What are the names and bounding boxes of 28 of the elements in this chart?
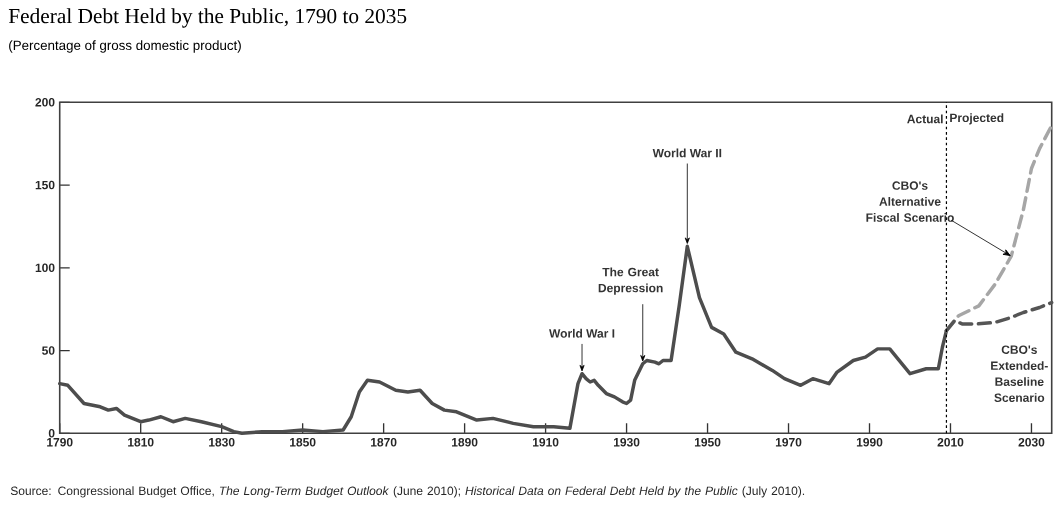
x-tick-label: 1810 [128,438,154,447]
x-tick-label: 1870 [371,438,397,447]
annotation: World War I [549,328,615,338]
y-tick-label: 100 [35,263,55,273]
annotation: World War II [652,148,722,158]
x-tick-label: 2010 [937,438,964,447]
chart-title: Federal Debt Held by the Public, 1790 to 2035 [8,8,407,28]
x-tick-label: 1970 [775,438,802,447]
annotation: The Great Depression [598,267,663,295]
annotation: CBO's Alternative Fiscal Scenario [866,181,954,222]
x-tick-label: 1890 [452,438,478,447]
y-tick-label: 150 [35,180,55,190]
annotation: Projected [950,113,1004,125]
x-tick-label: 2030 [1018,438,1045,447]
chart-subtitle: (Percentage of gross domestic product) [9,40,241,53]
x-tick-label: 1930 [613,438,640,447]
annotation: Actual [907,114,943,124]
x-tick-label: 1950 [694,438,721,447]
x-tick-label: 1830 [209,438,235,447]
y-tick-label: 200 [35,98,55,107]
source-note: Source: Congressional Budget Office, The Long-Term Budget Outlook (June 2010); Historical Data on Federal Debt Held by the Public (July 2010). [10,486,805,498]
y-tick-label: 0 [48,429,55,438]
x-tick-label: 1790 [47,438,73,447]
x-tick-label: 1990 [856,438,883,447]
series-label: CBO's Extended-Baseline Scenario [991,345,1048,402]
x-tick-label: 1850 [290,438,316,447]
y-tick-label: 50 [42,346,55,355]
x-tick-label: 1910 [532,438,559,447]
